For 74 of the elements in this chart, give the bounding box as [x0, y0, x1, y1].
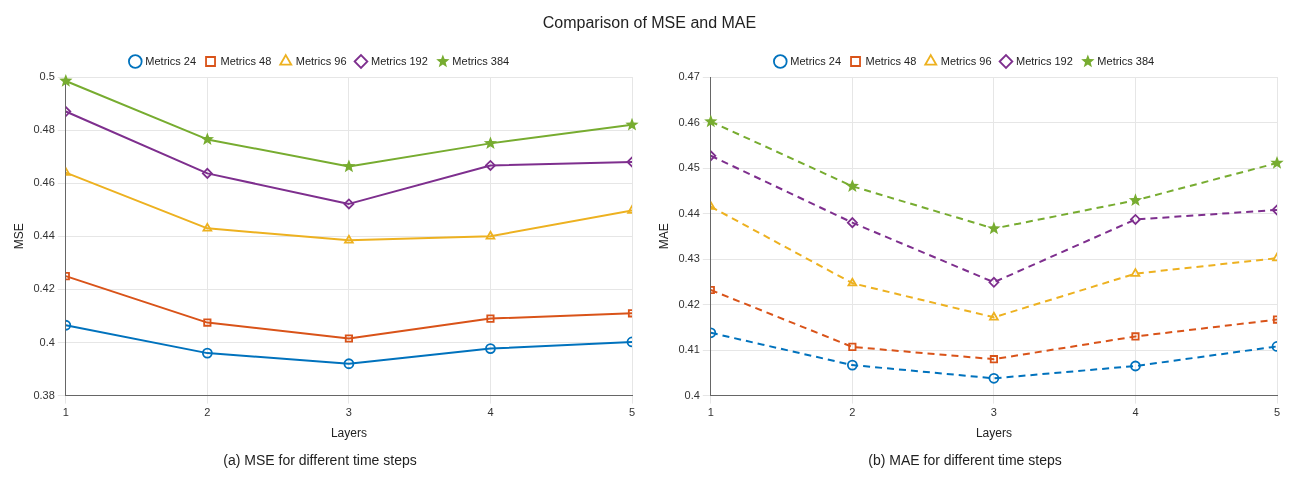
point [201, 347, 213, 359]
x-tick-label: 4 [1132, 406, 1139, 419]
point [342, 159, 356, 173]
x-tick-label: 2 [204, 406, 211, 419]
point [1130, 268, 1141, 277]
y-tick-label: 0.44 [678, 206, 700, 219]
x-tick-label: 1 [707, 406, 714, 419]
x-axis-title: Layers [330, 426, 367, 441]
point [988, 372, 1000, 384]
legend-label: Metrics 96 [940, 54, 992, 67]
point [1131, 332, 1140, 341]
point [483, 136, 498, 150]
point [343, 198, 355, 210]
legend-label: Metrics 48 [220, 54, 272, 67]
x-tick-label: 2 [849, 406, 856, 419]
point [203, 318, 212, 327]
y-tick-label: 0.4 [684, 388, 700, 401]
legend-label: Metrics 24 [790, 54, 842, 67]
y-tick-label: 0.42 [33, 282, 55, 295]
y-tick-label: 0.46 [33, 176, 55, 189]
point [344, 234, 354, 244]
point [201, 167, 213, 179]
x-tick-label: 4 [487, 406, 494, 419]
point [848, 342, 857, 351]
point [485, 343, 496, 355]
point [989, 355, 998, 364]
y-axis-title: MAE [656, 223, 671, 250]
legend-label: Metrics 192 [371, 54, 428, 67]
y-tick-label: 0.42 [678, 297, 700, 310]
point [344, 334, 353, 343]
point [846, 359, 858, 371]
chart-title: Comparison of MSE and MAE [541, 13, 758, 33]
point [343, 358, 355, 370]
y-tick-label: 0.5 [39, 70, 55, 83]
point [1130, 214, 1141, 225]
y-tick-label: 0.44 [33, 229, 55, 242]
y-axis-title: MSE [11, 223, 26, 250]
x-tick-label: 3 [990, 406, 997, 419]
x-axis-title: Layers [975, 426, 1012, 441]
y-tick-label: 0.47 [678, 70, 700, 83]
x-tick-label: 1 [62, 406, 69, 419]
point [486, 314, 495, 323]
x-tick-label: 5 [628, 406, 636, 419]
y-tick-label: 0.4 [39, 335, 55, 348]
text: (a) MSE for different time steps [223, 452, 417, 469]
point [200, 132, 215, 146]
point [1128, 193, 1143, 207]
point [847, 277, 858, 287]
legend-label: Metrics 48 [865, 54, 917, 67]
point [202, 222, 213, 232]
y-tick-label: 0.45 [678, 161, 700, 174]
y-tick-label: 0.48 [33, 123, 55, 136]
point [485, 160, 496, 171]
point [987, 221, 1001, 235]
legend-label: Metrics 24 [145, 54, 197, 67]
legend-label: Metrics 192 [1016, 54, 1073, 67]
text: (b) MAE for different time steps [868, 452, 1062, 469]
point [1270, 156, 1284, 169]
y-tick-label: 0.41 [678, 343, 700, 356]
point [845, 179, 860, 192]
point [625, 117, 639, 131]
point [1130, 360, 1141, 372]
x-tick-label: 5 [1273, 406, 1281, 419]
point [988, 276, 1000, 288]
y-tick-label: 0.38 [33, 388, 55, 401]
legend-label: Metrics 96 [295, 54, 347, 67]
legend-label: Metrics 384 [1097, 54, 1155, 67]
point [485, 230, 496, 240]
point [989, 311, 999, 321]
point [846, 217, 858, 229]
x-tick-label: 3 [345, 406, 352, 419]
legend-label: Metrics 384 [452, 54, 510, 67]
y-tick-label: 0.43 [678, 252, 700, 265]
y-tick-label: 0.46 [678, 115, 700, 128]
